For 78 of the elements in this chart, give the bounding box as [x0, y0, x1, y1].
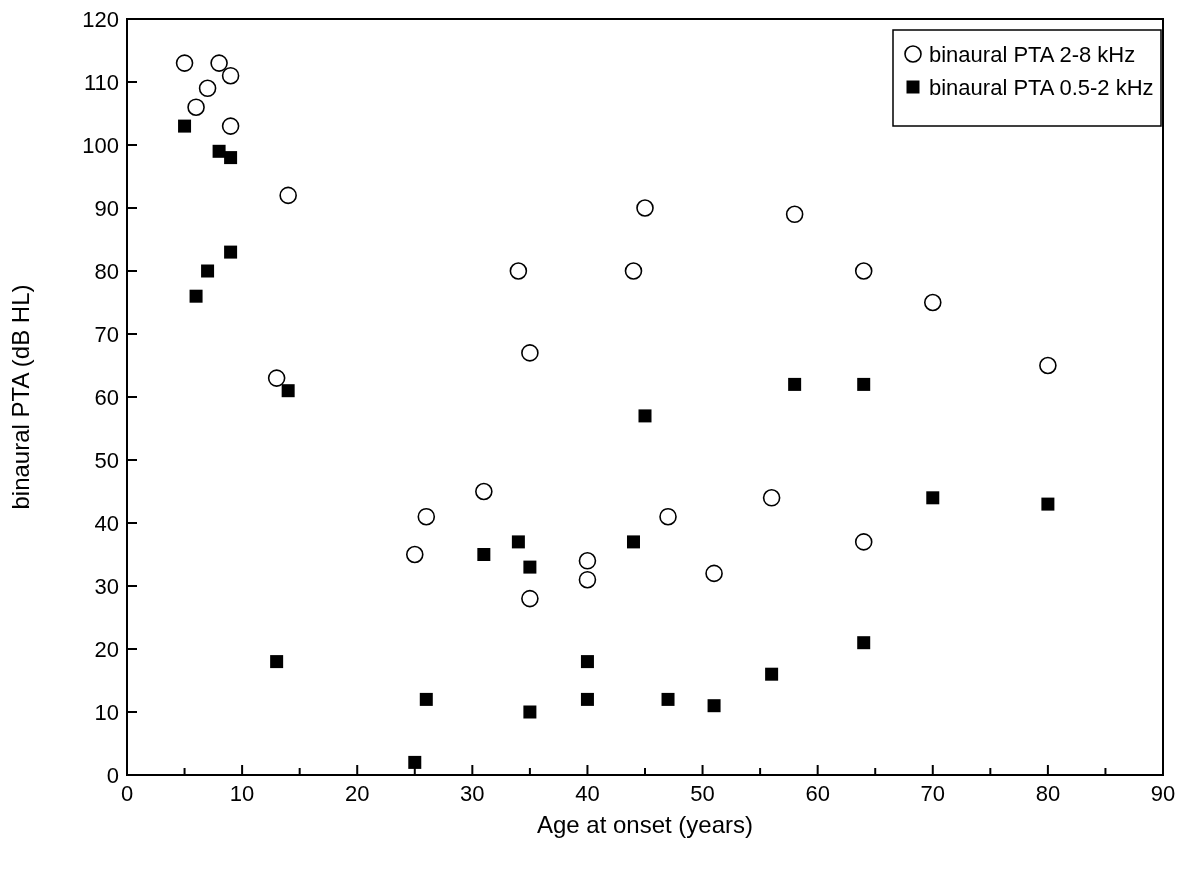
- x-tick-label: 50: [690, 781, 715, 806]
- point: [521, 344, 539, 362]
- y-tick-label: 120: [82, 6, 119, 32]
- y-tick-label: 70: [94, 321, 119, 347]
- point: [475, 482, 493, 501]
- point: [189, 289, 203, 303]
- point: [279, 186, 297, 205]
- y-tick-label: 10: [94, 699, 119, 725]
- point: [224, 245, 238, 259]
- point: [267, 369, 286, 387]
- point: [405, 545, 424, 564]
- point: [212, 144, 226, 158]
- point: [923, 293, 942, 312]
- x-tick-label: 10: [229, 781, 255, 806]
- point: [854, 533, 873, 551]
- y-axis-title: binaural PTA (dB HL): [7, 284, 34, 510]
- point: [578, 570, 597, 589]
- y-tick-label: 90: [94, 195, 119, 221]
- point: [221, 66, 240, 85]
- point: [521, 589, 539, 608]
- point: [1039, 356, 1057, 375]
- y-tick-label: 0: [106, 762, 119, 788]
- point: [417, 507, 436, 526]
- x-tick-label: 30: [460, 781, 485, 806]
- point: [408, 755, 422, 769]
- point: [857, 377, 871, 391]
- x-axis-title: Age at onset (years): [536, 811, 754, 838]
- legend-label: binaural PTA 2-8 kHz: [929, 41, 1136, 67]
- point: [659, 507, 677, 526]
- point: [477, 548, 491, 561]
- y-tick-label: 50: [94, 447, 119, 473]
- point: [201, 264, 215, 278]
- point: [198, 79, 217, 98]
- point: [785, 205, 804, 224]
- point: [1041, 497, 1055, 511]
- point: [854, 262, 873, 280]
- point: [270, 655, 284, 669]
- point: [707, 699, 721, 713]
- point: [580, 692, 594, 706]
- point: [509, 262, 528, 280]
- x-tick-label: 90: [1150, 781, 1176, 806]
- point: [224, 151, 238, 165]
- point: [221, 117, 240, 135]
- x-tick-label: 20: [344, 781, 370, 806]
- point: [705, 564, 723, 583]
- point: [580, 655, 594, 669]
- point: [661, 692, 675, 706]
- point: [210, 54, 228, 72]
- x-tick-label: 70: [920, 781, 946, 806]
- point: [175, 54, 194, 72]
- point: [762, 489, 781, 507]
- x-tick-label: 80: [1035, 781, 1061, 806]
- y-tick-label: 80: [94, 258, 119, 284]
- y-tick-label: 40: [94, 510, 119, 536]
- x-tick-label: 60: [805, 781, 830, 806]
- point: [523, 560, 537, 574]
- point: [624, 262, 643, 280]
- y-tick-label: 60: [94, 384, 119, 410]
- point: [281, 384, 295, 398]
- point: [523, 705, 537, 719]
- y-tick-label: 110: [83, 69, 119, 95]
- point: [178, 119, 192, 133]
- point: [626, 535, 640, 549]
- point: [638, 409, 652, 423]
- point: [578, 552, 597, 570]
- point: [788, 377, 802, 391]
- point: [419, 692, 433, 706]
- point: [926, 491, 940, 505]
- x-tick-label: 40: [575, 781, 600, 806]
- point: [187, 98, 205, 116]
- point: [636, 199, 654, 217]
- y-tick-label: 20: [94, 636, 119, 662]
- point: [765, 667, 779, 681]
- y-tick-label: 100: [82, 132, 119, 158]
- y-tick-label: 30: [94, 573, 119, 599]
- point: [857, 636, 871, 650]
- legend-label: binaural PTA 0.5-2 kHz: [929, 74, 1154, 100]
- point: [511, 535, 525, 549]
